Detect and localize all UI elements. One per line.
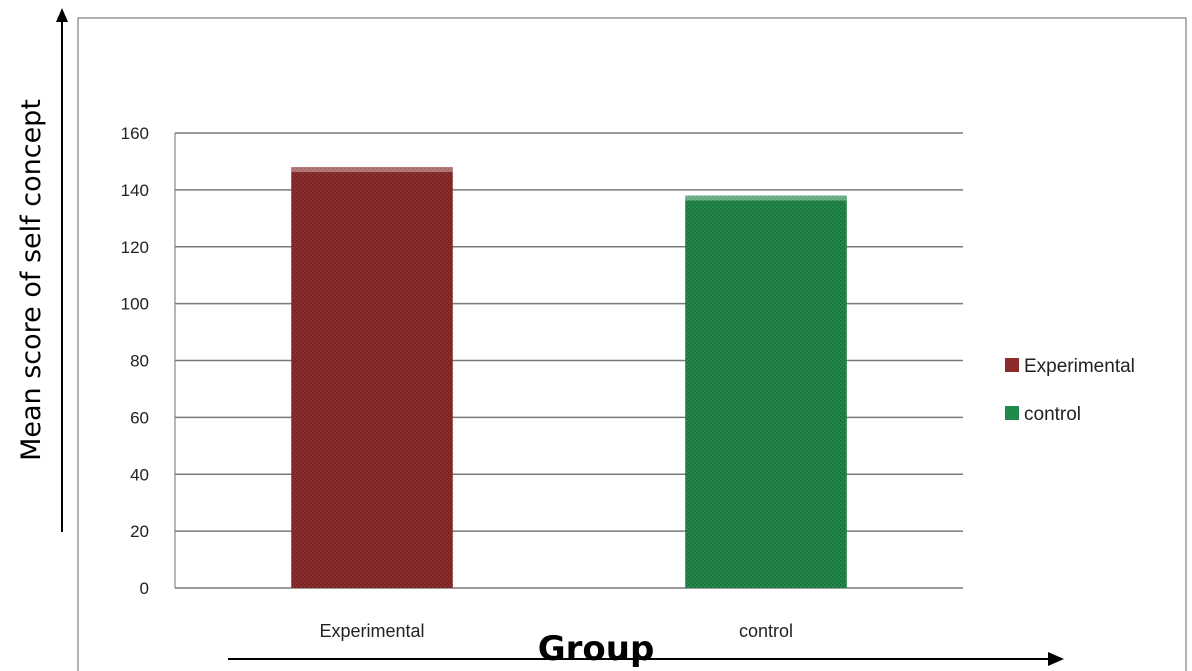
x-axis-title: Group bbox=[538, 629, 655, 669]
x-category-label: control bbox=[739, 621, 793, 641]
y-tick-label: 140 bbox=[121, 181, 149, 200]
y-axis-title: Mean score of self concept bbox=[16, 99, 47, 461]
y-tick-label: 20 bbox=[130, 522, 149, 541]
y-axis-arrow bbox=[56, 8, 68, 532]
legend-swatch-experimental bbox=[1005, 358, 1019, 372]
x-category-label: Experimental bbox=[319, 621, 424, 641]
y-tick-label: 60 bbox=[130, 408, 149, 427]
legend-swatch-control bbox=[1005, 406, 1019, 420]
chart-frame bbox=[77, 17, 1187, 671]
legend: Experimental control bbox=[1005, 356, 1135, 425]
x-axis-arrow bbox=[228, 652, 1064, 666]
y-tick-label: 80 bbox=[130, 352, 149, 371]
y-tick-labels: 0 20 40 60 80 100 120 140 160 bbox=[121, 124, 149, 598]
legend-label-experimental: Experimental bbox=[1024, 356, 1135, 377]
bar-highlight bbox=[291, 167, 453, 173]
y-tick-label: 0 bbox=[140, 579, 149, 598]
bar-texture bbox=[291, 167, 453, 588]
y-tick-label: 160 bbox=[121, 124, 149, 143]
bar-texture bbox=[685, 195, 847, 588]
bars bbox=[291, 167, 847, 588]
bar-highlight bbox=[685, 195, 847, 201]
y-tick-label: 120 bbox=[121, 238, 149, 257]
y-tick-label: 40 bbox=[130, 465, 149, 484]
legend-label-control: control bbox=[1024, 404, 1081, 425]
x-category-labels: Experimental control bbox=[319, 621, 793, 641]
y-tick-label: 100 bbox=[121, 295, 149, 314]
